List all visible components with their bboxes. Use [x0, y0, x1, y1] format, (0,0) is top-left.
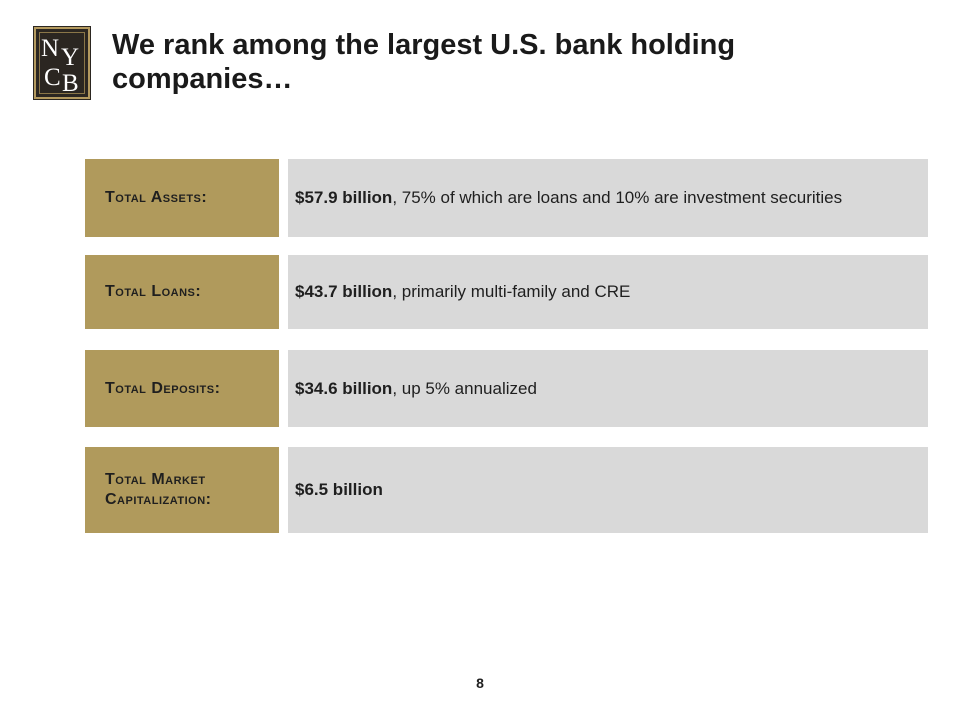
page-number: 8	[476, 675, 484, 691]
total-assets-value: $57.9 billion, 75% of which are loans an…	[295, 188, 842, 208]
total-assets-row: Total Assets: $57.9 billion, 75% of whic…	[85, 159, 928, 237]
logo-letter-b: B	[62, 70, 79, 97]
row-label-box: Total Deposits:	[85, 350, 279, 427]
market-cap-row: Total Market Capitalization: $6.5 billio…	[85, 447, 928, 533]
total-assets-highlight: $57.9 billion	[295, 188, 393, 207]
total-deposits-row: Total Deposits: $34.6 billion, up 5% ann…	[85, 350, 928, 427]
market-cap-value: $6.5 billion	[295, 480, 383, 500]
total-deposits-value: $34.6 billion, up 5% annualized	[295, 379, 537, 399]
total-assets-detail: , 75% of which are loans and 10% are inv…	[392, 188, 843, 207]
total-deposits-highlight: $34.6 billion	[295, 378, 393, 398]
row-label-box: Total Market Capitalization:	[85, 447, 279, 533]
total-loans-value: $43.7 billion, primarily multi-family an…	[295, 282, 630, 302]
total-deposits-detail: , up 5% annualized	[392, 378, 537, 398]
row-value-box: $6.5 billion	[288, 447, 928, 533]
row-label-box: Total Loans:	[85, 255, 279, 329]
total-loans-row: Total Loans: $43.7 billion, primarily mu…	[85, 255, 928, 329]
page-title: We rank among the largest U.S. bank hold…	[112, 29, 736, 95]
row-value-box: $43.7 billion, primarily multi-family an…	[288, 255, 928, 329]
total-loans-highlight: $43.7 billion	[295, 282, 393, 301]
nycb-logo: N Y C B	[33, 26, 91, 100]
total-loans-detail: , primarily multi-family and CRE	[392, 282, 631, 301]
logo-letter-n: N	[41, 35, 60, 62]
logo-letter-y: Y	[61, 44, 80, 71]
total-deposits-label: Total Deposits:	[105, 379, 221, 397]
total-assets-label: Total Assets:	[105, 189, 208, 206]
total-loans-label: Total Loans:	[105, 283, 202, 300]
logo-border	[39, 32, 85, 94]
row-label-box: Total Assets:	[85, 159, 279, 237]
logo-letter-c: C	[44, 64, 61, 91]
market-cap-highlight: $6.5 billion	[295, 480, 383, 499]
row-value-box: $57.9 billion, 75% of which are loans an…	[288, 159, 928, 237]
row-value-box: $34.6 billion, up 5% annualized	[288, 350, 928, 427]
market-cap-label: Total Market Capitalization:	[105, 471, 212, 508]
